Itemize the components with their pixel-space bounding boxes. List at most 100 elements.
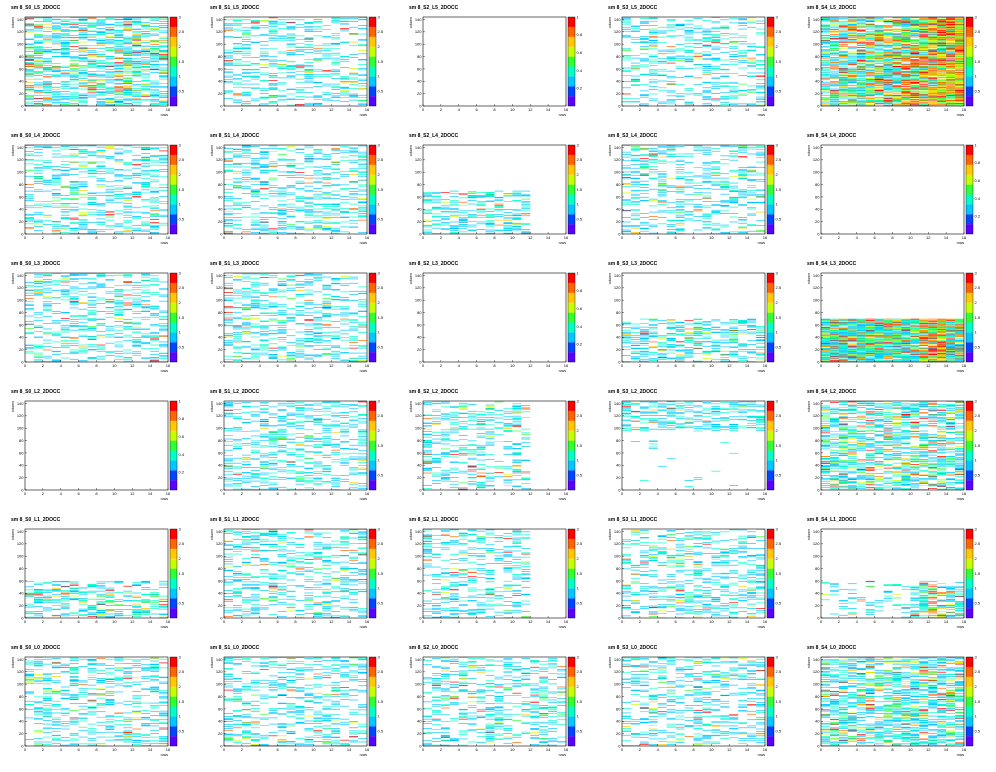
heatmap-cell — [937, 52, 947, 54]
heatmap-cell — [856, 56, 866, 58]
heatmap-cell — [33, 189, 43, 191]
heatmap-cell — [847, 33, 857, 34]
heatmap-cell — [51, 221, 61, 223]
heatmap-cell — [60, 232, 70, 233]
heatmap-cell — [847, 89, 857, 90]
heatmap-cell — [847, 52, 857, 54]
heatmap-cell — [702, 54, 712, 56]
heatmap-cell — [946, 81, 956, 82]
heatmap-cell — [928, 19, 938, 21]
heatmap-cell — [304, 209, 314, 211]
heatmap-cell — [901, 68, 911, 69]
heatmap-cell — [123, 72, 133, 74]
heatmap-cell — [883, 102, 893, 104]
heatmap-cell — [821, 43, 830, 45]
heatmap-cell — [87, 86, 97, 87]
heatmap-cell — [277, 221, 287, 223]
heatmap-cell — [159, 159, 168, 161]
heatmap-cell — [847, 99, 857, 100]
palette-swatch — [767, 86, 774, 97]
heatmap-cell — [250, 72, 260, 73]
heatmap-cell — [277, 19, 287, 21]
heatmap-cell — [241, 76, 251, 77]
heatmap-cell — [928, 31, 938, 33]
heatmap-cell — [250, 28, 260, 29]
heatmap-cell — [232, 46, 242, 48]
heatmap-cell — [42, 50, 52, 52]
heatmap-cell — [702, 58, 712, 60]
heatmap-cell — [322, 159, 332, 160]
heatmap-cell — [25, 85, 34, 87]
heatmap-cell — [919, 103, 929, 105]
heatmap-cell — [883, 77, 893, 79]
heatmap-cell — [829, 83, 839, 84]
heatmap-cell — [847, 81, 857, 82]
heatmap-cell — [928, 60, 938, 61]
heatmap-cell — [919, 68, 929, 69]
heatmap-cell — [856, 57, 866, 58]
heatmap-cell — [910, 33, 920, 34]
heatmap-cell — [96, 101, 106, 102]
heatmap-cell — [33, 41, 43, 43]
palette-tick-label: 1.5 — [975, 59, 981, 64]
heatmap-cell — [892, 63, 902, 65]
heatmap-cell — [358, 17, 367, 18]
heatmap-cell — [232, 187, 242, 189]
heatmap-cell — [42, 58, 52, 60]
heatmap-cell — [25, 56, 34, 58]
heatmap-cell — [33, 82, 43, 84]
panel-title: sm 8_S4_L5_2DOCC — [807, 5, 857, 11]
heatmap-cell — [224, 82, 233, 84]
heatmap-cell — [224, 208, 233, 210]
heatmap-cell — [702, 87, 712, 89]
heatmap-cell — [96, 31, 106, 32]
heatmap-cell — [340, 81, 350, 82]
heatmap-cell — [892, 72, 902, 73]
y-tick-label: 80 — [417, 54, 422, 59]
heatmap-cell — [132, 99, 142, 100]
heatmap-cell — [123, 53, 133, 55]
heatmap-cell — [69, 46, 79, 47]
heatmap-cell — [955, 86, 964, 87]
heatmap-cell — [60, 34, 70, 36]
heatmap-cell — [69, 69, 79, 71]
heatmap-cell — [42, 49, 52, 50]
heatmap-cell — [910, 94, 920, 96]
heatmap-cell — [711, 57, 721, 59]
heatmap-cell — [96, 42, 106, 44]
heatmap-cell — [883, 79, 893, 81]
heatmap-cell — [821, 89, 830, 90]
heatmap-cell — [313, 70, 323, 72]
heatmap-cell — [60, 53, 70, 55]
heatmap-cell — [60, 67, 70, 68]
heatmap-cell — [313, 208, 323, 210]
heatmap-cell — [96, 83, 106, 84]
heatmap-cell — [51, 169, 61, 171]
heatmap-cell — [648, 54, 658, 56]
heatmap-cell — [331, 89, 341, 90]
heatmap-cell — [232, 170, 242, 172]
heatmap-cell — [42, 28, 52, 30]
heatmap-cell — [241, 155, 251, 157]
heatmap-cell — [69, 88, 79, 89]
heatmap-cell — [693, 52, 703, 54]
heatmap-cell — [901, 36, 911, 37]
heatmap-cell — [105, 167, 115, 169]
heatmap-cell — [666, 57, 676, 59]
heatmap-cell — [78, 51, 88, 53]
heatmap-cell — [829, 103, 839, 105]
heatmap-cell — [331, 74, 341, 76]
heatmap-cell — [675, 28, 685, 30]
heatmap-cell — [847, 101, 857, 103]
heatmap-cell — [51, 52, 61, 53]
heatmap-cell — [304, 182, 314, 184]
heatmap-cell — [132, 63, 142, 65]
heatmap-cell — [331, 69, 341, 71]
heatmap-cell — [232, 227, 242, 229]
heatmap-cell — [829, 76, 839, 78]
x-tick-label: 10 — [709, 107, 714, 112]
heatmap-cell — [268, 26, 278, 27]
heatmap-cell — [838, 69, 848, 71]
heatmap-cell — [224, 90, 233, 92]
